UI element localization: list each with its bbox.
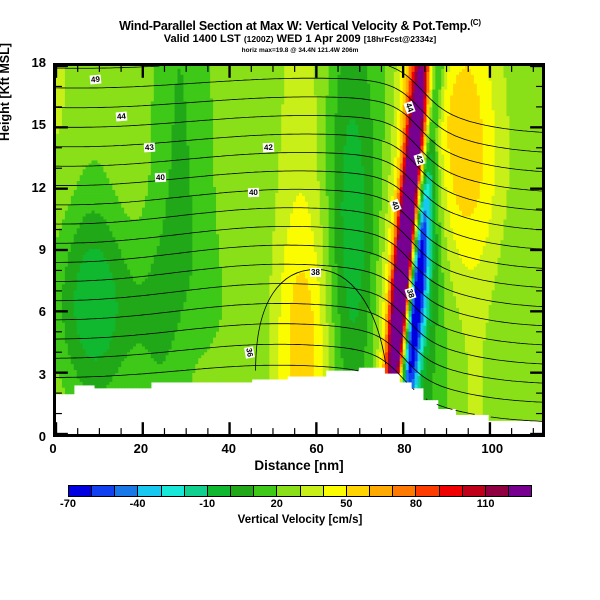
colorbar-swatch <box>161 486 185 496</box>
x-axis-label: Distance [nm] <box>254 458 344 473</box>
colorbar-swatch <box>92 486 116 496</box>
y-tick-label: 3 <box>38 366 46 382</box>
contour-label: 40 <box>247 187 260 198</box>
y-tick-label: 15 <box>31 117 46 133</box>
subtitle-date: WED 1 Apr 2009 <box>276 33 361 46</box>
colorbar-swatch <box>115 486 139 496</box>
colorbar-swatch <box>254 486 278 496</box>
title-block: Wind-Parallel Section at Max W: Vertical… <box>0 16 600 55</box>
colorbar-swatch <box>346 486 371 496</box>
y-tick-label: 6 <box>38 304 46 320</box>
contour-label: 43 <box>143 142 156 153</box>
subtitle-valid-time: Valid 1400 LST <box>163 33 241 46</box>
colorbar-swatch <box>439 486 463 496</box>
colorbar-swatch <box>138 486 162 496</box>
plot-area <box>53 63 545 437</box>
y-tick-label: 9 <box>38 242 46 257</box>
colorbar-swatch <box>393 486 417 496</box>
chart-title: Wind-Parallel Section at Max W: Vertical… <box>0 16 600 33</box>
potential-temperature-contours <box>56 66 542 422</box>
contour-label: 38 <box>310 268 321 277</box>
colorbar <box>68 485 532 497</box>
colorbar-tick-label: 50 <box>340 498 353 510</box>
contour-label: 49 <box>89 74 102 85</box>
colorbar-swatch <box>300 486 324 496</box>
colorbar-swatch <box>231 486 255 496</box>
chart-annotation-maxinfo: horiz max=19.8 @ 34.4N 121.4W 206m <box>241 47 359 55</box>
x-tick-label: 0 <box>49 441 57 456</box>
x-tick-label: 20 <box>133 441 149 456</box>
contour-label: 42 <box>262 142 275 153</box>
colorbar-swatch <box>277 486 301 496</box>
colorbar-label: Vertical Velocity [cm/s] <box>237 514 363 526</box>
chart-title-units: (C) <box>470 18 481 27</box>
x-tick-label: 100 <box>481 441 504 456</box>
colorbar-swatch <box>323 486 347 496</box>
colorbar-swatch <box>485 486 509 496</box>
y-tick-label: 18 <box>31 55 46 70</box>
colorbar-tick-label: -10 <box>199 498 216 510</box>
colorbar-swatch <box>69 486 93 496</box>
y-tick-label: 12 <box>31 179 46 195</box>
colorbar-swatch <box>508 486 532 496</box>
axis-tick-marks <box>56 66 542 434</box>
colorbar-swatch <box>184 486 208 496</box>
contour-label: 44 <box>115 111 128 122</box>
colorbar-swatch <box>207 486 232 496</box>
colorbar-swatch <box>462 486 486 496</box>
chart-title-main: Wind-Parallel Section at Max W: Vertical… <box>119 19 471 34</box>
colorbar-tick-label: 80 <box>409 498 423 510</box>
y-axis-label: Height [Kft MSL] <box>0 43 12 141</box>
subtitle-utc-time: (1200Z) <box>243 34 274 45</box>
x-tick-label: 80 <box>397 441 412 456</box>
x-tick-label: 40 <box>221 441 236 456</box>
colorbar-tick-label: 20 <box>270 498 283 510</box>
chart-subtitle: Valid 1400 LST (1200Z) WED 1 Apr 2009 [1… <box>0 33 600 46</box>
subtitle-forecast-tag: [18hrFcst@2334z] <box>363 34 437 45</box>
colorbar-swatch <box>416 486 440 496</box>
y-tick-label: 0 <box>38 429 46 444</box>
contour-label: 36 <box>244 346 255 359</box>
colorbar-tick-label: 110 <box>476 498 495 510</box>
x-tick-label: 60 <box>309 441 324 456</box>
colorbar-swatch <box>370 486 394 496</box>
colorbar-tick-label: -40 <box>129 498 146 510</box>
colorbar-tick-label: -70 <box>60 498 76 510</box>
cross-section-field <box>56 66 542 421</box>
contour-label: 40 <box>154 172 167 183</box>
